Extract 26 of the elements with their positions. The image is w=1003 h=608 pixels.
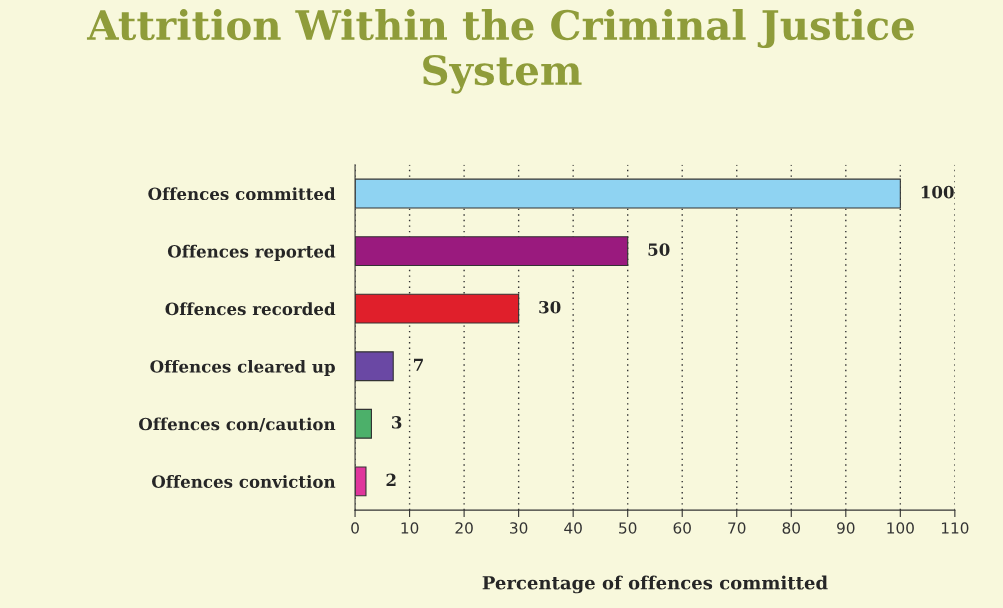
data-label: 30	[539, 300, 561, 314]
y-tick-label: Offences conviction	[151, 475, 336, 488]
x-tick-label: 20	[455, 522, 473, 534]
data-label: 7	[413, 358, 423, 371]
x-tick-label: 10	[401, 522, 419, 534]
x-tick-label: 70	[728, 522, 746, 534]
data-label: 50	[648, 243, 670, 256]
x-tick-label: 60	[673, 522, 691, 534]
x-tick-label: 100	[887, 522, 914, 534]
x-tick-label: 110	[941, 522, 969, 534]
y-tick-label: Offences committed	[148, 187, 336, 201]
x-tick-label: 50	[619, 522, 637, 534]
x-tick-label: 30	[510, 522, 528, 534]
x-tick-label: 40	[564, 522, 582, 534]
y-tick-label: Offences reported	[167, 244, 336, 261]
y-tick-label: Offences con/caution	[139, 417, 336, 432]
data-label: 100	[921, 185, 954, 199]
x-tick-label: 0	[351, 522, 359, 534]
x-axis-title: Percentage of offences committed	[482, 575, 828, 594]
chart-title: Attrition Within the Criminal Justice System	[86, 9, 914, 94]
y-tick-label: Offences recorded	[165, 302, 336, 316]
data-label: 2	[386, 473, 396, 486]
x-tick-label: 80	[782, 522, 800, 534]
data-label: 3	[392, 416, 402, 429]
x-tick-label: 90	[837, 522, 855, 534]
y-tick-label: Offences cleared up	[150, 359, 335, 377]
